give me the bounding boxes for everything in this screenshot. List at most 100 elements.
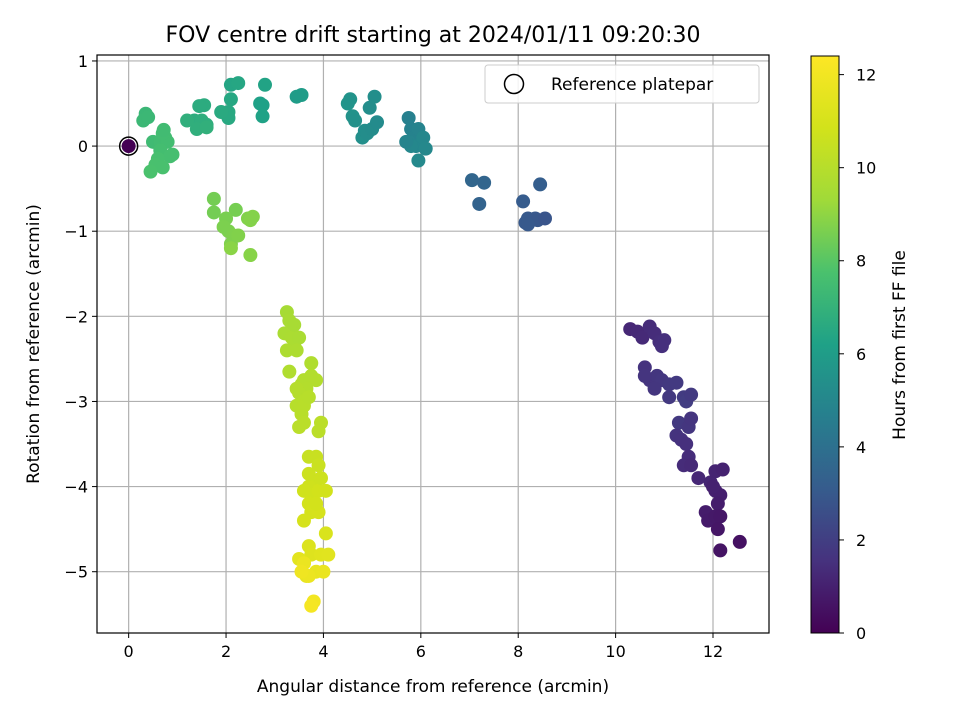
data-point — [155, 160, 170, 175]
data-point — [141, 110, 156, 125]
data-point — [282, 364, 297, 379]
y-tick-label: −3 — [64, 392, 88, 411]
data-point — [180, 113, 195, 128]
data-point — [538, 211, 552, 226]
colorbar-tick-label: 0 — [856, 624, 866, 643]
colorbar-tick-label: 2 — [856, 531, 866, 550]
data-point — [316, 564, 331, 579]
data-point — [311, 458, 326, 473]
data-point — [296, 513, 311, 528]
data-point — [192, 99, 207, 114]
data-point — [662, 390, 677, 405]
data-point — [399, 134, 414, 149]
data-point — [401, 110, 416, 125]
data-point — [228, 202, 243, 217]
data-point — [679, 437, 694, 452]
legend-entry: Reference platepar — [551, 75, 713, 95]
grid-lines — [97, 55, 769, 633]
colorbar-tick-label: 12 — [856, 66, 876, 85]
reference-point-fill — [121, 139, 136, 154]
data-point — [206, 191, 221, 206]
data-point — [472, 196, 487, 211]
data-point — [533, 177, 548, 192]
x-tick-label: 6 — [416, 642, 426, 661]
data-point — [165, 147, 180, 162]
legend-marker — [503, 73, 525, 95]
colorbar-tick-label: 10 — [856, 159, 876, 178]
y-tick-label: −5 — [64, 563, 88, 582]
colorbar-tick-label: 8 — [856, 252, 866, 271]
data-point — [348, 113, 363, 128]
data-point — [318, 483, 333, 498]
legend: Reference platepar — [484, 64, 760, 104]
data-point — [464, 173, 479, 188]
x-tick-label: 10 — [605, 642, 625, 661]
data-point — [416, 130, 431, 145]
data-point — [156, 122, 171, 137]
data-point — [367, 89, 382, 104]
data-point — [654, 339, 669, 354]
y-tick-label: 0 — [78, 137, 88, 156]
x-tick-label: 12 — [703, 642, 723, 661]
data-point — [362, 100, 377, 115]
data-point — [214, 105, 229, 120]
y-axis: 1 0 −1 −2 −3 −4 −5 — [64, 52, 97, 582]
data-points — [121, 76, 747, 613]
data-point — [321, 547, 336, 562]
data-point — [292, 419, 307, 434]
data-point — [309, 373, 324, 388]
x-tick-label: 8 — [513, 642, 523, 661]
y-tick-label: 1 — [78, 52, 88, 71]
data-point — [223, 241, 238, 256]
data-point — [669, 375, 684, 390]
data-point — [637, 368, 652, 383]
reference-point — [118, 136, 139, 156]
data-point — [635, 330, 650, 345]
data-point — [516, 194, 531, 209]
data-point — [255, 109, 270, 124]
y-tick-label: −1 — [64, 222, 88, 241]
data-point — [301, 466, 316, 481]
data-point — [301, 390, 316, 405]
data-point — [258, 77, 272, 92]
reference-marker — [118, 136, 139, 156]
legend-box — [484, 64, 760, 104]
data-point — [231, 228, 246, 243]
data-point — [691, 471, 706, 486]
data-point — [245, 209, 260, 224]
data-point — [713, 543, 728, 558]
colorbar-label: Hours from first FF file — [890, 250, 910, 440]
data-point — [279, 343, 294, 358]
data-point — [223, 92, 238, 107]
colorbar: 0 2 4 6 8 10 12 Hours from first FF file — [810, 55, 910, 643]
data-point — [713, 509, 728, 524]
chart-title: FOV centre drift starting at 2024/01/11 … — [166, 23, 701, 48]
data-point — [289, 381, 304, 396]
data-point — [292, 330, 307, 345]
y-tick-label: −4 — [64, 478, 88, 497]
data-point — [477, 175, 492, 190]
data-point — [684, 458, 699, 473]
data-point — [289, 343, 304, 358]
y-tick-label: −2 — [64, 307, 88, 326]
data-point — [343, 92, 358, 107]
data-point — [710, 522, 725, 537]
data-point — [311, 424, 326, 439]
x-tick-label: 0 — [124, 642, 134, 661]
data-point — [304, 356, 319, 371]
x-tick-label: 4 — [318, 642, 328, 661]
data-point — [520, 217, 535, 232]
colorbar-ticks: 0 2 4 6 8 10 12 — [839, 66, 876, 643]
colorbar-gradient — [810, 55, 840, 634]
data-point — [706, 479, 720, 494]
data-point — [255, 98, 270, 113]
data-point — [647, 381, 662, 396]
data-point — [684, 411, 699, 426]
x-axis: 0 2 4 6 8 10 12 — [124, 633, 723, 661]
data-point — [314, 471, 328, 486]
data-point — [304, 598, 319, 613]
data-point — [411, 153, 426, 168]
x-axis-label: Angular distance from reference (arcmin) — [257, 677, 609, 697]
colorbar-tick-label: 4 — [856, 438, 866, 457]
